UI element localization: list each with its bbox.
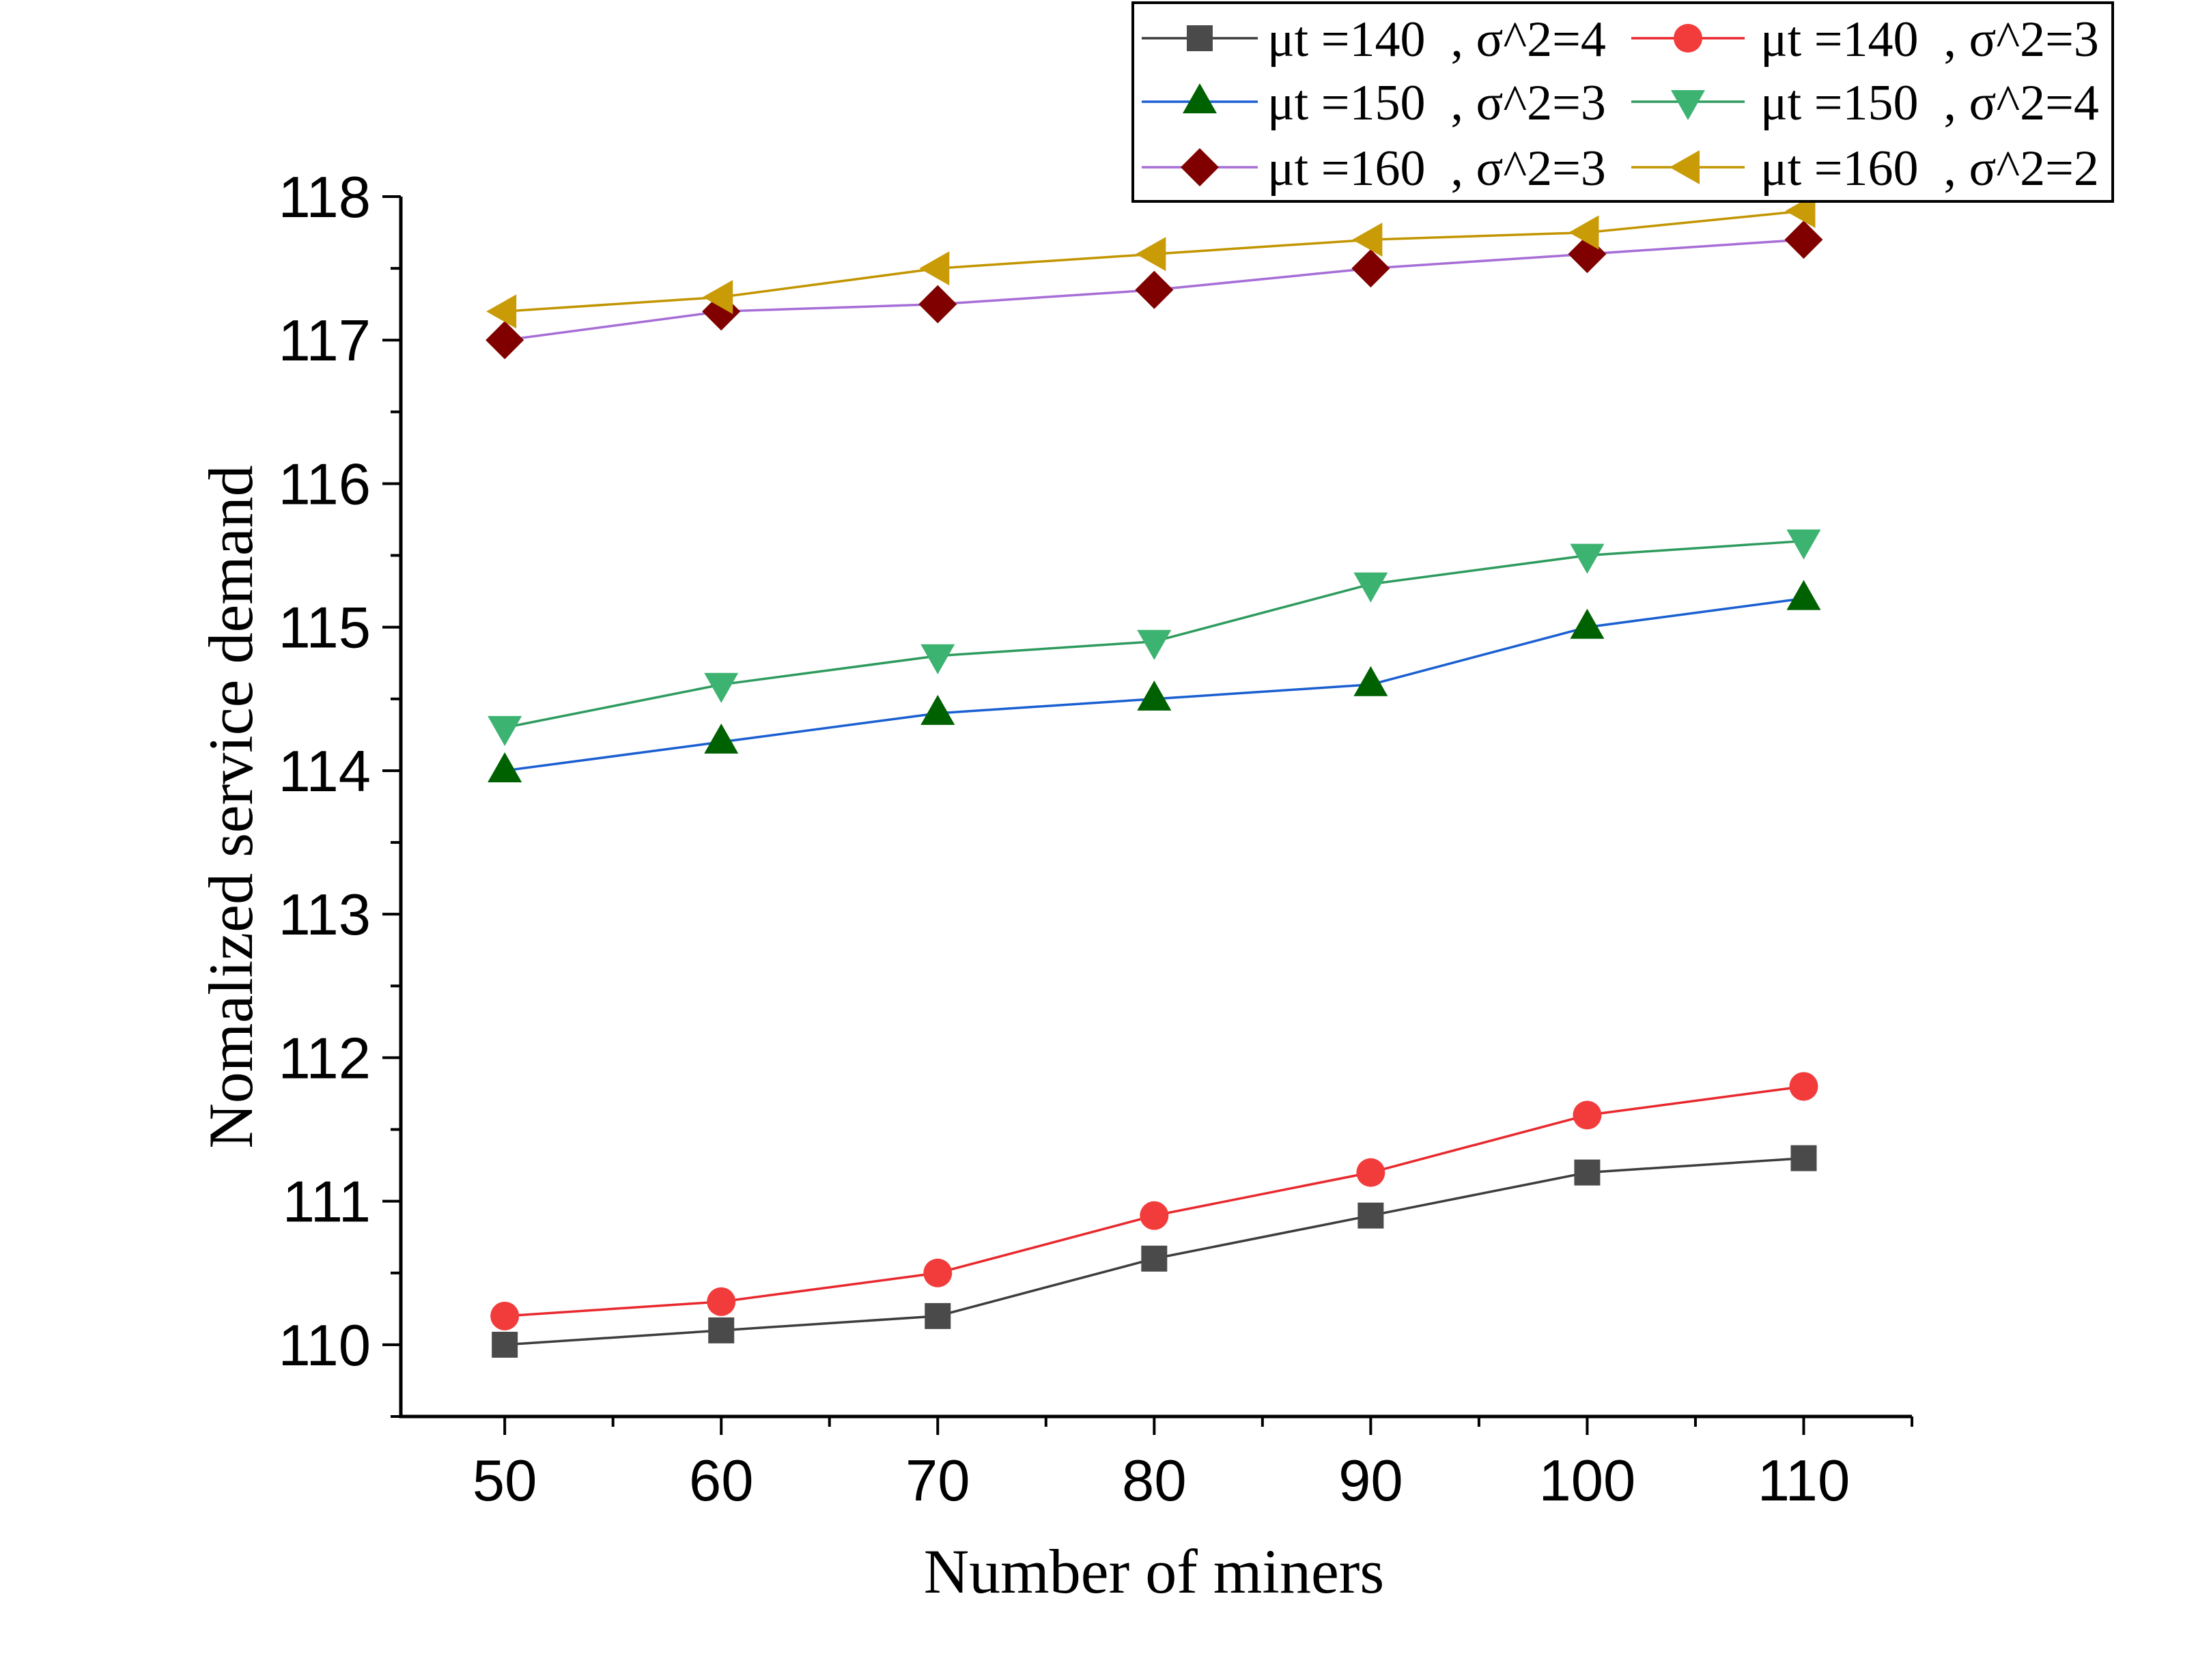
data-point-s3-x100 <box>1570 608 1605 639</box>
y-tick-label: 117 <box>278 309 371 373</box>
legend-label: μt =150 , σ^2=3 <box>1267 75 1606 131</box>
data-point-s5-x50 <box>485 321 524 360</box>
y-tick-label: 116 <box>278 452 371 517</box>
legend-marker <box>1674 24 1702 53</box>
data-point-s1-x50 <box>492 1331 518 1358</box>
legend-marker <box>1187 25 1213 51</box>
data-point-s5-x110 <box>1784 220 1823 259</box>
series-3 <box>488 580 1821 782</box>
data-point-s5-x90 <box>1351 249 1390 288</box>
x-tick-label: 50 <box>473 1449 537 1513</box>
y-tick-label: 118 <box>278 165 371 230</box>
x-tick-label: 100 <box>1539 1449 1636 1513</box>
data-point-s6-x50 <box>486 294 517 329</box>
x-axis-ticks: 50 60 70 80 90 100 110 <box>473 1416 1913 1513</box>
legend-label: μt =160 , σ^2=3 <box>1267 141 1606 197</box>
data-point-s3-x80 <box>1137 680 1172 711</box>
series-6 <box>486 194 1816 329</box>
legend-entry-6: μt =160 , σ^2=2 <box>1631 141 2099 197</box>
axes <box>399 197 1912 1419</box>
data-point-s1-x110 <box>1790 1145 1817 1171</box>
data-point-s1-x70 <box>925 1302 951 1329</box>
data-point-s1-x100 <box>1574 1159 1601 1186</box>
x-tick-label: 60 <box>689 1449 754 1513</box>
series-4 <box>488 529 1821 746</box>
data-point-s6-x70 <box>919 251 950 286</box>
x-tick-label: 80 <box>1122 1449 1187 1513</box>
legend-entry-2: μt =140 , σ^2=3 <box>1631 12 2099 68</box>
data-point-s1-x60 <box>708 1317 735 1343</box>
data-point-s6-x100 <box>1568 215 1599 250</box>
y-tick-label: 112 <box>278 1026 371 1091</box>
data-point-s2-x70 <box>923 1258 953 1287</box>
data-point-s2-x100 <box>1573 1100 1602 1130</box>
y-tick-label: 114 <box>278 739 371 804</box>
legend-label: μt =160 , σ^2=2 <box>1760 141 2099 197</box>
data-point-s1-x90 <box>1357 1202 1384 1229</box>
data-point-s5-x80 <box>1135 270 1174 309</box>
legend-marker <box>1671 90 1705 120</box>
y-tick-label: 111 <box>283 1170 371 1235</box>
data-point-s2-x90 <box>1356 1158 1385 1187</box>
data-point-s1-x80 <box>1141 1245 1168 1272</box>
legend-label: μt =140 , σ^2=4 <box>1267 12 1606 68</box>
data-point-s2-x60 <box>707 1287 736 1316</box>
x-tick-label: 90 <box>1338 1449 1403 1513</box>
data-point-s3-x70 <box>920 694 955 725</box>
legend-label: μt =150 , σ^2=4 <box>1760 75 2099 131</box>
data-point-s2-x110 <box>1789 1072 1818 1101</box>
legend-entry-4: μt =150 , σ^2=4 <box>1631 75 2099 131</box>
legend: μt =140 , σ^2=4 μt =140 , σ^2=3 μt =150 , … <box>1131 1 2114 203</box>
legend-marker <box>1181 148 1219 186</box>
data-point-s6-x60 <box>703 280 733 315</box>
data-point-s3-x90 <box>1353 666 1388 696</box>
legend-entry-5: μt =160 , σ^2=3 <box>1142 141 1606 197</box>
series-5 <box>485 220 1823 360</box>
legend-label: μt =140 , σ^2=3 <box>1760 12 2099 68</box>
y-tick-label: 115 <box>278 596 371 661</box>
data-point-s3-x110 <box>1786 580 1821 610</box>
y-axis-ticks: 110 111 112 113 114 115 116 117 118 <box>278 165 401 1418</box>
legend-box <box>1131 1 2114 203</box>
plot-series <box>485 194 1823 1358</box>
legend-marker <box>1670 150 1700 184</box>
data-point-s2-x50 <box>490 1301 520 1330</box>
series-2 <box>490 1072 1818 1330</box>
y-axis-title: Nomalized service demand <box>196 465 266 1148</box>
legend-entry-3: μt =150 , σ^2=3 <box>1142 75 1606 131</box>
data-point-s4-x80 <box>1137 629 1172 660</box>
series-1 <box>492 1145 1817 1358</box>
y-tick-label: 113 <box>278 883 371 948</box>
data-point-s4-x90 <box>1353 572 1388 603</box>
legend-entry-1: μt =140 , σ^2=4 <box>1142 12 1606 68</box>
data-point-s2-x80 <box>1140 1201 1169 1230</box>
data-point-s4-x110 <box>1786 529 1821 560</box>
series-line-2 <box>505 1085 1804 1318</box>
data-point-s3-x50 <box>488 752 522 782</box>
data-point-s6-x80 <box>1136 237 1166 272</box>
x-tick-label: 110 <box>1758 1449 1850 1513</box>
data-point-s4-x60 <box>704 672 739 703</box>
x-tick-label: 70 <box>905 1449 970 1513</box>
y-tick-label: 110 <box>278 1313 371 1378</box>
x-axis-title: Number of miners <box>924 1537 1385 1606</box>
data-point-s4-x70 <box>920 644 955 674</box>
legend-marker <box>1183 83 1217 113</box>
data-point-s4-x50 <box>488 715 522 746</box>
data-point-s5-x70 <box>918 285 957 324</box>
data-point-s6-x90 <box>1352 223 1383 257</box>
data-point-s4-x100 <box>1570 543 1605 574</box>
data-point-s3-x60 <box>704 723 739 754</box>
